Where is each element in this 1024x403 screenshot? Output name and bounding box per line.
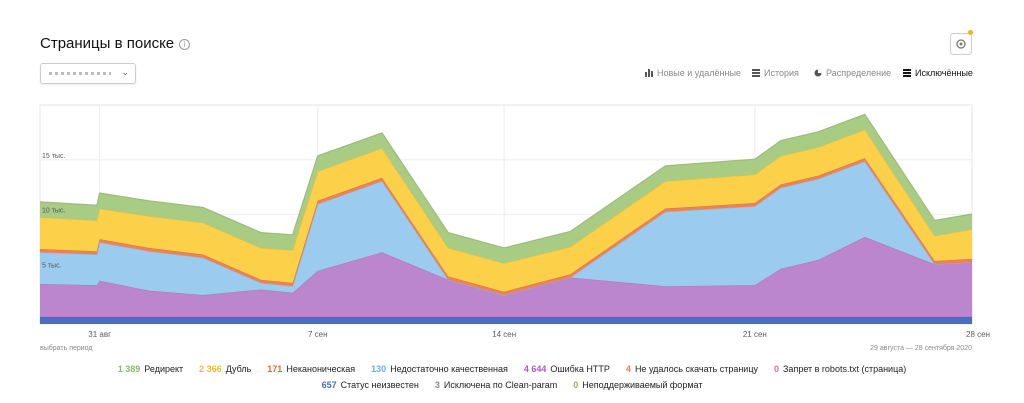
area-series-line	[39, 113, 973, 249]
stack-icon	[752, 69, 760, 77]
chart-areas	[39, 113, 973, 324]
x-tick-label: 14 сен	[492, 330, 516, 339]
legend-item[interactable]: 2 366 Дубль	[199, 364, 251, 374]
notification-dot	[968, 30, 973, 35]
tab-label: Новые и удалённые	[657, 68, 741, 78]
tab-label: Исключённые	[915, 68, 973, 78]
select-period-link[interactable]: выбрать период	[40, 345, 93, 352]
area-series	[40, 161, 972, 295]
tab-distribution[interactable]: Распределение	[814, 68, 891, 78]
legend-label: Недостаточно качественная	[390, 364, 508, 374]
legend-label: Запрет в robots.txt (страница)	[783, 364, 907, 374]
tab-label: История	[764, 68, 799, 78]
bar-chart-icon	[645, 69, 653, 77]
legend-value: 657	[321, 380, 337, 390]
site-selector-dropdown[interactable]: ⌄	[40, 63, 136, 84]
legend-item[interactable]: 657 Статус неизвестен	[322, 380, 419, 390]
x-tick-label: 31 авг	[88, 330, 111, 339]
x-tick-label: 21 сен	[743, 330, 767, 339]
legend-item[interactable]: 0 Запрет в robots.txt (страница)	[774, 364, 906, 374]
legend-value: 0	[573, 380, 579, 390]
legend-label: Исключена по Clean-param	[443, 380, 558, 390]
page-title-text: Страницы в поиске	[40, 35, 175, 52]
tab-excluded[interactable]: Исключённые	[903, 68, 973, 78]
tab-new-removed[interactable]: Новые и удалённые	[645, 68, 741, 78]
legend-value: 0	[773, 364, 779, 374]
legend-label: Дубль	[225, 364, 252, 374]
x-axis-ticks: 31 авг 7 сен 14 сен 21 сен 28 сен	[88, 330, 990, 339]
legend-item[interactable]: 130 Недостаточно качественная	[371, 364, 508, 374]
chevron-down-icon: ⌄	[121, 67, 129, 77]
site-name-blurred	[49, 72, 111, 75]
y-axis-ticks: 5 тыс. 10 тыс. 15 тыс.	[42, 153, 65, 270]
x-tick-label: 28 сен	[966, 330, 990, 339]
legend-item[interactable]: 3 Исключена по Clean-param	[435, 380, 557, 390]
legend-value: 1 389	[117, 364, 141, 374]
area-series	[40, 129, 972, 292]
legend-value: 4	[625, 364, 631, 374]
legend-label: Неподдерживаемый формат	[582, 380, 703, 390]
pie-icon	[814, 69, 822, 77]
y-tick-label: 15 тыс.	[42, 153, 65, 160]
gear-icon	[956, 39, 966, 49]
legend-value: 3	[434, 380, 440, 390]
y-tick-label: 10 тыс.	[42, 208, 65, 215]
legend-label: Неканоническая	[286, 364, 356, 374]
date-range-label: 29 августа — 28 сентября 2020	[870, 345, 972, 352]
settings-button[interactable]	[950, 33, 972, 55]
legend-label: Не удалось скачать страницу	[634, 364, 758, 374]
area-series	[40, 316, 972, 324]
legend-row-1: 1 389 Редирект 2 366 Дубль 171 Неканоническая…	[0, 364, 1024, 374]
legend-value: 2 366	[199, 364, 222, 374]
legend-label: Ошибка HTTP	[550, 364, 610, 374]
layers-icon	[903, 69, 911, 77]
legend-label: Редирект	[144, 364, 184, 374]
legend-item[interactable]: 0 Неподдерживаемый формат	[573, 380, 702, 390]
tab-history[interactable]: История	[752, 68, 799, 78]
legend-item[interactable]: 1 389 Редирект	[118, 364, 183, 374]
legend-item[interactable]: 4 644 Ошибка HTTP	[524, 364, 610, 374]
info-icon[interactable]: i	[179, 39, 191, 50]
legend-label: Статус неизвестен	[340, 380, 419, 390]
y-tick-label: 5 тыс.	[42, 262, 62, 269]
legend-value: 4 644	[523, 364, 547, 374]
x-tick-label: 7 сен	[308, 330, 328, 339]
legend-value: 130	[371, 364, 387, 374]
legend-row-2: 657 Статус неизвестен 3 Исключена по Clean-…	[0, 380, 1024, 390]
legend-item[interactable]: 4 Не удалось скачать страницу	[626, 364, 758, 374]
page-title: Страницы в поиске i	[40, 35, 191, 52]
tab-label: Распределение	[826, 68, 892, 78]
legend-item[interactable]: 171 Неканоническая	[267, 364, 355, 374]
legend-value: 171	[267, 364, 283, 374]
area-series	[40, 236, 972, 317]
